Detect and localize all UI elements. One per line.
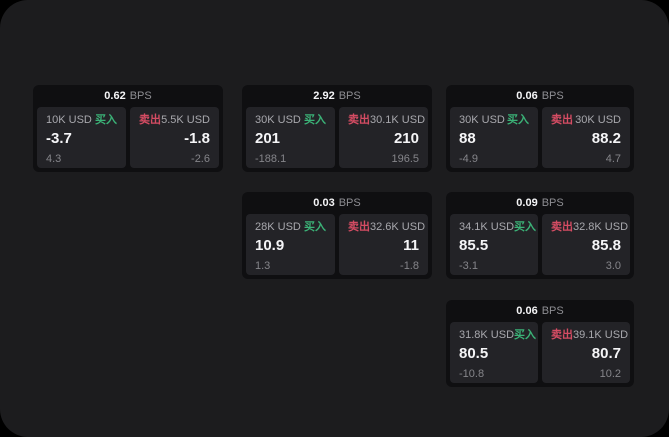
quote-card: 0.62 BPS 10K USD 买入 -3.7 4.3 卖出 5.5K USD… — [33, 85, 223, 172]
buy-price: -3.7 — [46, 130, 72, 147]
sell-side-label: 卖出 — [348, 114, 370, 126]
bps-value: 0.62 — [104, 90, 126, 102]
bps-value: 2.92 — [313, 90, 335, 102]
sell-amount: 30.1K USD — [370, 114, 426, 126]
sell-side-label: 卖出 — [551, 221, 573, 233]
quote-card: 0.09 BPS 34.1K USD 买入 85.5 -3.1 卖出 32.8K… — [446, 192, 634, 279]
sell-amount: 32.6K USD — [370, 221, 426, 233]
bps-header: 0.09 BPS — [450, 192, 630, 214]
sell-price: 85.8 — [591, 237, 621, 254]
sell-side-label: 卖出 — [551, 114, 573, 126]
buy-change: -3.1 — [459, 260, 478, 272]
buy-side-label: 买入 — [514, 221, 537, 233]
bps-value: 0.03 — [313, 197, 335, 209]
buy-amount: 31.8K USD — [459, 329, 515, 341]
sell-price: 210 — [393, 130, 419, 147]
bps-header: 2.92 BPS — [246, 85, 428, 107]
buy-amount: 34.1K USD — [459, 221, 515, 233]
sell-panel[interactable]: 卖出 32.6K USD 11 -1.8 — [339, 214, 428, 275]
sell-price: 11 — [403, 237, 419, 254]
sell-amount: 30K USD — [575, 114, 621, 126]
bps-header: 0.06 BPS — [450, 85, 630, 107]
sell-change: 4.7 — [605, 153, 621, 165]
buy-panel[interactable]: 10K USD 买入 -3.7 4.3 — [37, 107, 126, 168]
quote-card: 0.06 BPS 30K USD 买入 88 -4.9 卖出 30K USD 8… — [446, 85, 634, 172]
sell-change: 196.5 — [391, 153, 419, 165]
buy-amount: 30K USD — [255, 114, 301, 126]
buy-panel[interactable]: 30K USD 买入 88 -4.9 — [450, 107, 538, 168]
buy-panel[interactable]: 28K USD 买入 10.9 1.3 — [246, 214, 335, 275]
sell-price: 88.2 — [591, 130, 621, 147]
buy-price: 88 — [459, 130, 476, 147]
sell-change: 3.0 — [605, 260, 621, 272]
buy-price: 10.9 — [255, 237, 285, 254]
bps-header: 0.62 BPS — [37, 85, 219, 107]
quote-card: 0.06 BPS 31.8K USD 买入 80.5 -10.8 卖出 39.1… — [446, 300, 634, 387]
bps-unit: BPS — [541, 197, 564, 209]
bps-unit: BPS — [541, 90, 564, 102]
bps-unit: BPS — [338, 90, 361, 102]
buy-change: 4.3 — [46, 153, 62, 165]
buy-panel[interactable]: 31.8K USD 买入 80.5 -10.8 — [450, 322, 538, 383]
sell-panel[interactable]: 卖出 30K USD 88.2 4.7 — [542, 107, 630, 168]
buy-price: 85.5 — [459, 237, 489, 254]
buy-price: 80.5 — [459, 345, 489, 362]
buy-side-label: 买入 — [304, 221, 326, 233]
sell-price: 80.7 — [591, 345, 621, 362]
buy-panel[interactable]: 34.1K USD 买入 85.5 -3.1 — [450, 214, 538, 275]
bps-value: 0.09 — [516, 197, 538, 209]
sell-panel[interactable]: 卖出 5.5K USD -1.8 -2.6 — [130, 107, 219, 168]
sell-price: -1.8 — [184, 130, 210, 147]
sell-side-label: 卖出 — [139, 114, 161, 126]
sell-amount: 32.8K USD — [573, 221, 629, 233]
buy-change: -10.8 — [459, 368, 485, 380]
sell-side-label: 卖出 — [551, 329, 573, 341]
buy-change: 1.3 — [255, 260, 271, 272]
sell-change: -2.6 — [191, 153, 210, 165]
buy-change: -188.1 — [255, 153, 287, 165]
bps-unit: BPS — [541, 305, 564, 317]
buy-side-label: 买入 — [507, 114, 529, 126]
sell-change: 10.2 — [599, 368, 621, 380]
sell-panel[interactable]: 卖出 30.1K USD 210 196.5 — [339, 107, 428, 168]
bps-header: 0.03 BPS — [246, 192, 428, 214]
buy-side-label: 买入 — [304, 114, 326, 126]
buy-side-label: 买入 — [95, 114, 117, 126]
buy-side-label: 买入 — [514, 329, 537, 341]
buy-amount: 10K USD — [46, 114, 92, 126]
bps-unit: BPS — [338, 197, 361, 209]
sell-panel[interactable]: 卖出 39.1K USD 80.7 10.2 — [542, 322, 630, 383]
buy-panel[interactable]: 30K USD 买入 201 -188.1 — [246, 107, 335, 168]
sell-amount: 39.1K USD — [573, 329, 629, 341]
bps-value: 0.06 — [516, 90, 538, 102]
sell-change: -1.8 — [400, 260, 419, 272]
buy-price: 201 — [255, 130, 281, 147]
quote-card: 0.03 BPS 28K USD 买入 10.9 1.3 卖出 32.6K US… — [242, 192, 432, 279]
bps-unit: BPS — [129, 90, 152, 102]
sell-amount: 5.5K USD — [161, 114, 210, 126]
sell-side-label: 卖出 — [348, 221, 370, 233]
buy-amount: 28K USD — [255, 221, 301, 233]
sell-panel[interactable]: 卖出 32.8K USD 85.8 3.0 — [542, 214, 630, 275]
quote-card: 2.92 BPS 30K USD 买入 201 -188.1 卖出 30.1K … — [242, 85, 432, 172]
bps-header: 0.06 BPS — [450, 300, 630, 322]
buy-change: -4.9 — [459, 153, 478, 165]
bps-value: 0.06 — [516, 305, 538, 317]
buy-amount: 30K USD — [459, 114, 505, 126]
